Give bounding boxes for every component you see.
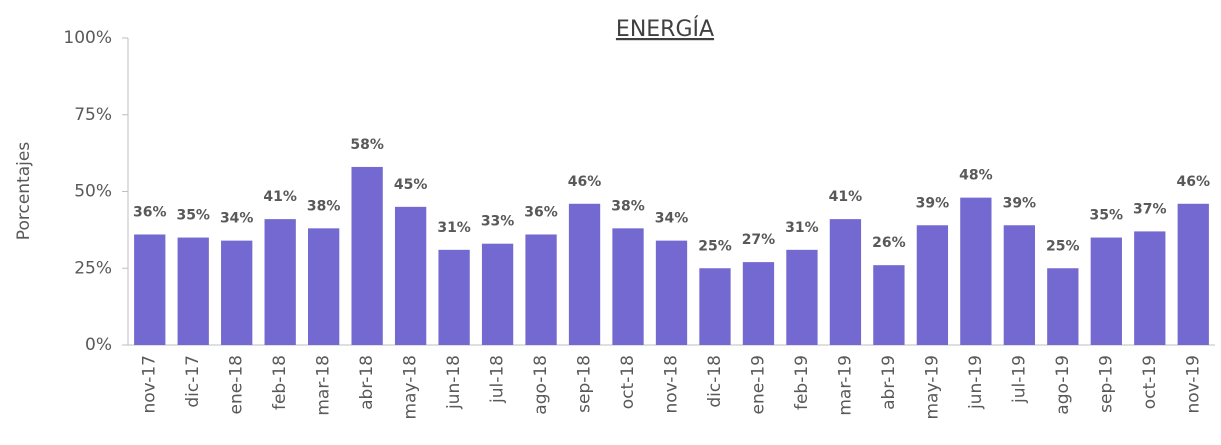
x-tick-label: abr-19 bbox=[879, 355, 899, 410]
value-label: 35% bbox=[176, 208, 210, 224]
x-tick-label: mar-19 bbox=[835, 355, 855, 416]
bar bbox=[525, 234, 557, 345]
bar bbox=[873, 265, 905, 345]
x-tick-label: jun-18 bbox=[444, 355, 464, 410]
bar bbox=[177, 237, 209, 345]
y-tick-label: 25% bbox=[74, 258, 112, 278]
value-label: 38% bbox=[611, 198, 645, 214]
value-label: 39% bbox=[1003, 195, 1037, 211]
x-tick-label: dic-18 bbox=[705, 355, 725, 408]
value-label: 27% bbox=[742, 232, 776, 248]
x-tick-label: nov-17 bbox=[140, 355, 160, 414]
bar bbox=[612, 228, 644, 345]
x-tick-label: jul-19 bbox=[1009, 355, 1029, 404]
y-tick-label: 0% bbox=[85, 335, 112, 355]
value-label: 38% bbox=[307, 198, 341, 214]
value-label: 48% bbox=[959, 168, 993, 184]
bar bbox=[221, 240, 253, 345]
y-axis-label: Porcentajes bbox=[14, 142, 34, 241]
value-label: 25% bbox=[698, 238, 732, 254]
bar bbox=[264, 219, 296, 345]
value-label: 34% bbox=[655, 211, 689, 227]
x-tick-label: ago-18 bbox=[531, 355, 551, 415]
x-tick-label: may-19 bbox=[922, 355, 942, 420]
x-tick-label: oct-19 bbox=[1140, 355, 1160, 409]
value-label: 39% bbox=[916, 195, 950, 211]
bar bbox=[394, 206, 427, 345]
bar bbox=[1134, 231, 1166, 345]
y-tick-label: 100% bbox=[63, 28, 112, 48]
value-label: 46% bbox=[1177, 174, 1211, 190]
x-tick-label: sep-19 bbox=[1096, 355, 1116, 413]
bar bbox=[1090, 237, 1122, 345]
bar bbox=[351, 166, 383, 345]
value-label: 36% bbox=[133, 204, 167, 220]
chart-title: ENERGÍA bbox=[616, 16, 714, 42]
bar bbox=[1047, 268, 1079, 345]
bar bbox=[568, 203, 601, 345]
bar bbox=[1177, 203, 1209, 345]
x-tick-label: ene-18 bbox=[227, 355, 247, 414]
bar bbox=[960, 197, 992, 345]
x-tick-label: nov-18 bbox=[662, 355, 682, 414]
bar bbox=[829, 219, 862, 345]
x-tick-label: nov-19 bbox=[1183, 355, 1203, 414]
value-label: 58% bbox=[350, 137, 384, 153]
x-tick-label: sep-18 bbox=[575, 355, 595, 413]
bar bbox=[1003, 225, 1035, 345]
x-tick-label: dic-17 bbox=[183, 355, 203, 408]
value-label: 36% bbox=[524, 204, 558, 220]
y-tick-label: 50% bbox=[74, 182, 112, 202]
x-tick-label: feb-18 bbox=[270, 355, 290, 410]
bar bbox=[438, 249, 470, 345]
value-label: 34% bbox=[220, 211, 254, 227]
x-tick-label: jun-19 bbox=[966, 355, 986, 410]
bar bbox=[742, 262, 775, 345]
bar bbox=[699, 268, 731, 345]
x-tick-label: may-18 bbox=[401, 355, 421, 420]
value-label: 35% bbox=[1090, 208, 1124, 224]
bar bbox=[134, 234, 166, 345]
bar bbox=[655, 240, 688, 345]
value-label: 31% bbox=[437, 220, 471, 236]
value-label: 31% bbox=[785, 220, 819, 236]
value-label: 45% bbox=[394, 177, 428, 193]
value-label: 41% bbox=[263, 189, 297, 205]
x-tick-label: ago-19 bbox=[1053, 355, 1073, 415]
x-tick-label: mar-18 bbox=[314, 355, 334, 416]
value-label: 41% bbox=[829, 189, 863, 205]
value-label: 37% bbox=[1133, 201, 1167, 217]
x-tick-label: jul-18 bbox=[488, 355, 508, 404]
bar bbox=[916, 225, 949, 345]
value-label: 26% bbox=[872, 235, 906, 251]
bar bbox=[481, 243, 514, 345]
x-tick-label: ene-19 bbox=[748, 355, 768, 414]
x-tick-label: abr-18 bbox=[357, 355, 377, 410]
bar bbox=[786, 249, 818, 345]
y-tick-label: 75% bbox=[74, 105, 112, 125]
value-label: 46% bbox=[568, 174, 602, 190]
x-tick-label: feb-19 bbox=[792, 355, 812, 410]
value-label: 33% bbox=[481, 214, 515, 230]
value-label: 25% bbox=[1046, 238, 1080, 254]
bar bbox=[308, 228, 340, 345]
x-tick-label: oct-18 bbox=[618, 355, 638, 409]
